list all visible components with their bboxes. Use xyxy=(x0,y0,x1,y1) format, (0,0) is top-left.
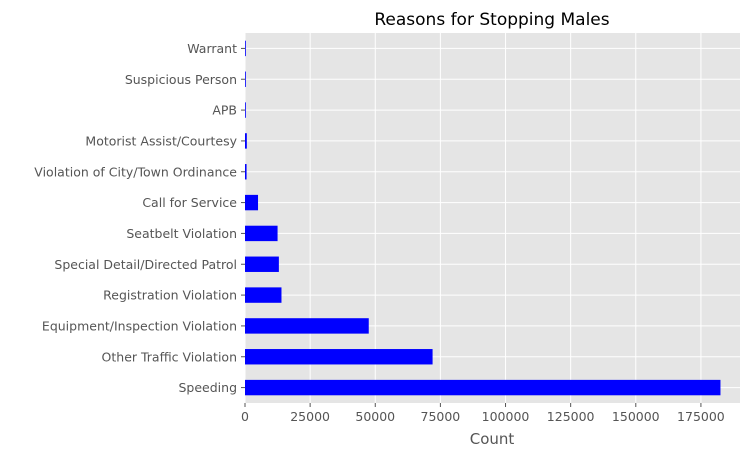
x-tick-label: 0 xyxy=(241,409,249,424)
x-tick-label: 125000 xyxy=(547,409,595,424)
y-tick-label: Call for Service xyxy=(142,195,237,210)
y-tick-label: Special Detail/Directed Patrol xyxy=(54,257,237,272)
bar xyxy=(245,318,369,334)
bar xyxy=(245,71,246,87)
y-tick-label: Warrant xyxy=(187,41,237,56)
bar xyxy=(245,133,247,149)
bar xyxy=(245,256,279,272)
bar xyxy=(245,164,247,180)
bar xyxy=(245,349,433,365)
x-tick-label: 100000 xyxy=(482,409,530,424)
bar xyxy=(245,194,259,211)
x-tick-label: 50000 xyxy=(355,409,395,424)
bar xyxy=(245,225,278,242)
y-tick-label: Violation of City/Town Ordinance xyxy=(34,164,237,179)
y-tick-label: Registration Violation xyxy=(103,288,237,303)
y-tick-label: Motorist Assist/Courtesy xyxy=(85,133,237,148)
y-tick-label: Equipment/Inspection Violation xyxy=(42,318,237,333)
chart-title: Reasons for Stopping Males xyxy=(374,10,609,30)
bar xyxy=(245,102,246,118)
bars xyxy=(245,40,721,396)
y-tick-label: APB xyxy=(212,103,237,118)
x-axis-label: Count xyxy=(470,430,515,448)
plot-background xyxy=(245,33,740,403)
x-tick-label: 150000 xyxy=(612,409,660,424)
bar xyxy=(245,287,282,303)
y-tick-labels: Speeding Other Traffic Violation Equipment… xyxy=(34,41,245,395)
y-tick-label: Seatbelt Violation xyxy=(126,226,237,241)
x-tick-labels: 0 25000 50000 75000 100000 125000 150000 175000 xyxy=(241,403,725,424)
y-tick-label: Suspicious Person xyxy=(125,72,237,87)
bar xyxy=(245,40,246,57)
x-tick-label: 75000 xyxy=(421,409,461,424)
y-tick-label: Speeding xyxy=(178,380,237,395)
y-tick-label: Other Traffic Violation xyxy=(102,349,237,364)
x-tick-label: 175000 xyxy=(677,409,725,424)
bar xyxy=(245,379,721,396)
x-tick-label: 25000 xyxy=(290,409,330,424)
